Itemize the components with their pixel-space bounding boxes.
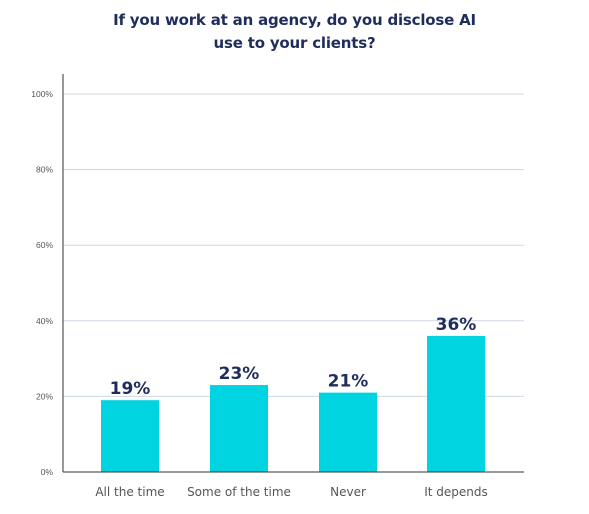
- data-label: 23%: [219, 364, 260, 384]
- x-tick-label: It depends: [424, 485, 488, 499]
- bar: [210, 385, 268, 472]
- y-tick-label: 60%: [36, 240, 53, 250]
- bar: [101, 400, 159, 472]
- y-tick-label: 0%: [41, 467, 54, 477]
- y-tick-label: 40%: [36, 316, 53, 326]
- x-tick-label: All the time: [95, 485, 164, 499]
- y-tick-label: 80%: [36, 165, 53, 175]
- x-tick-label: Never: [330, 485, 366, 499]
- x-tick-label: Some of the time: [187, 485, 291, 499]
- bar: [319, 392, 377, 472]
- chart-title-line-1: If you work at an agency, do you disclos…: [113, 11, 476, 29]
- chart-title: If you work at an agency, do you disclos…: [0, 9, 589, 55]
- chart-title-line-2: use to your clients?: [213, 34, 376, 52]
- y-tick-label: 100%: [31, 89, 53, 99]
- data-label: 19%: [110, 379, 151, 399]
- y-tick-label: 20%: [36, 391, 53, 401]
- data-label: 36%: [436, 315, 477, 335]
- data-label: 21%: [328, 372, 369, 392]
- bar: [427, 335, 485, 472]
